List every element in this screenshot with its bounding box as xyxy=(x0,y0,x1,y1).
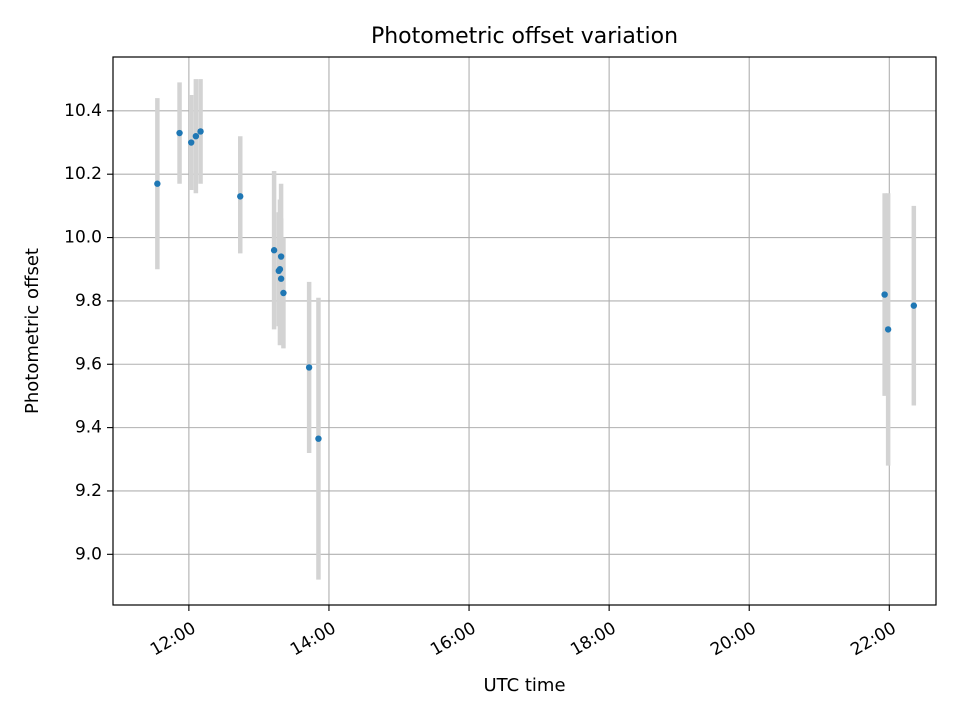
y-axis-ticks: 9.0 9.2 9.4 9.6 9.8 10.0 10.2 10.4 xyxy=(64,101,113,564)
data-point xyxy=(154,180,161,187)
y-tick-label: 9.0 xyxy=(75,544,102,564)
data-point xyxy=(237,193,244,200)
data-point xyxy=(276,266,284,273)
data-point xyxy=(277,275,285,282)
y-tick-label: 9.2 xyxy=(75,481,102,501)
data-point xyxy=(197,128,204,135)
y-axis-label: Photometric offset xyxy=(22,248,43,414)
y-tick-label: 10.0 xyxy=(64,228,102,248)
data-point xyxy=(277,253,285,260)
data-point xyxy=(192,132,200,140)
plot-frame xyxy=(112,56,937,606)
data-point xyxy=(305,364,313,371)
data-point xyxy=(910,302,918,309)
data-point xyxy=(280,289,287,297)
data-point xyxy=(881,291,888,298)
y-tick-label: 9.6 xyxy=(75,354,102,374)
data-point xyxy=(315,435,322,442)
y-tick-label: 9.8 xyxy=(75,291,102,311)
data-point xyxy=(188,139,195,146)
y-tick-label: 10.4 xyxy=(64,101,102,121)
data-point xyxy=(270,247,278,254)
y-tick-label: 9.4 xyxy=(75,418,102,438)
data-point xyxy=(884,326,892,333)
chart-title: Photometric offset variation xyxy=(371,24,678,49)
x-axis-label: UTC time xyxy=(483,675,565,696)
y-tick-label: 10.2 xyxy=(64,164,102,184)
point-layer xyxy=(154,128,918,442)
data-point xyxy=(176,129,183,137)
